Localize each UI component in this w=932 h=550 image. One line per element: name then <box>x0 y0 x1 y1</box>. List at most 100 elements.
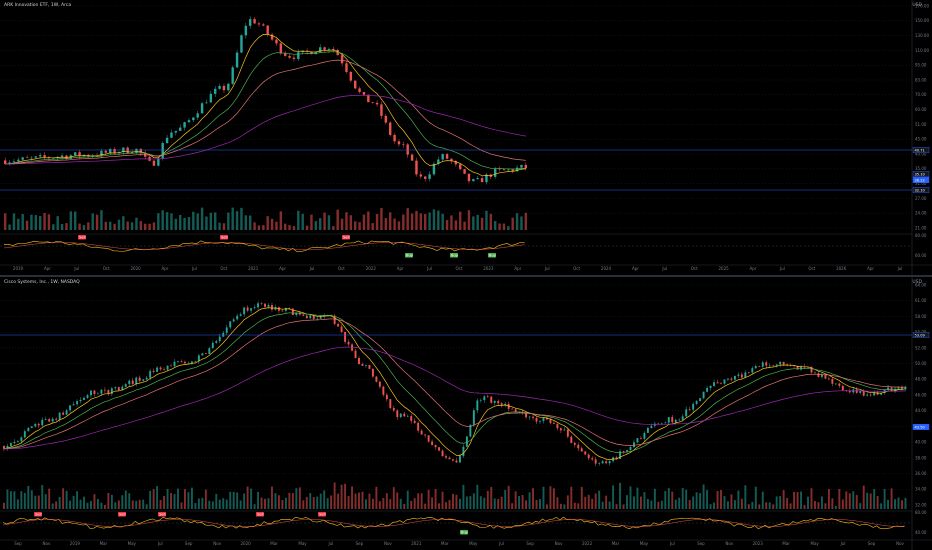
oscillator-line <box>3 240 525 253</box>
candle <box>438 447 441 451</box>
candle <box>184 361 186 364</box>
candle <box>39 155 42 157</box>
volume-bar <box>772 504 775 509</box>
oscillator-signal-line <box>3 242 525 250</box>
volume-bar <box>23 492 26 509</box>
volume-bar <box>566 495 569 509</box>
candle <box>9 443 12 446</box>
top-chart-pane[interactable]: 170.00 150.00 130.00 110.00 95.00 83.00 70.00 6… <box>0 0 932 275</box>
top-chart-canvas[interactable]: 170.00 150.00 130.00 110.00 95.00 83.00 70.00 6… <box>0 0 932 275</box>
candle <box>138 377 141 381</box>
volume-bar <box>48 488 51 509</box>
volume-bar <box>660 500 663 509</box>
candle <box>13 441 16 444</box>
candle <box>288 55 291 58</box>
volume-bar <box>55 501 58 509</box>
signal-tag <box>256 512 264 517</box>
volume-bar <box>873 489 876 509</box>
candle <box>559 428 562 431</box>
volume-bar <box>573 502 576 509</box>
volume-bar <box>90 501 92 509</box>
price-tick-label: 35.00 <box>915 166 927 171</box>
volume-bar <box>831 498 834 509</box>
volume-bar <box>104 221 108 230</box>
volume-bar <box>754 486 757 509</box>
candle <box>751 368 754 373</box>
signal-tag-label: Sell <box>35 512 42 516</box>
volume-bar <box>375 486 378 509</box>
candle <box>566 429 569 437</box>
candle <box>25 157 29 159</box>
candle <box>239 314 242 316</box>
volume-bar <box>695 492 698 509</box>
candle <box>716 382 719 384</box>
volume-bar <box>279 211 283 230</box>
bottom-chart-legend[interactable]: Cisco Systems, Inc., 1W, NASDAQ <box>4 280 80 285</box>
candle <box>761 362 764 367</box>
candle <box>121 386 124 391</box>
candle <box>93 390 96 394</box>
candle <box>758 366 761 367</box>
volume-bar <box>768 502 771 509</box>
candle <box>312 315 315 319</box>
volume-bar <box>789 503 792 509</box>
volume-bar <box>340 218 344 230</box>
candle <box>380 104 383 116</box>
bottom-chart-canvas[interactable]: 64.0061.0058.0055.0052.0050.0048.0046.00… <box>0 277 932 550</box>
candle <box>305 315 308 319</box>
price-tick-label: 130.00 <box>915 33 929 38</box>
candle <box>340 55 344 64</box>
price-tick-label: 44.00 <box>915 408 927 413</box>
candle <box>367 94 370 103</box>
candle <box>490 396 493 403</box>
candle <box>646 427 649 433</box>
time-tick-label: Nov <box>725 541 733 546</box>
candle <box>69 405 72 411</box>
volume-bar <box>312 497 315 509</box>
volume-bar <box>862 485 865 509</box>
volume-bar <box>375 213 379 230</box>
volume-bar <box>441 213 444 230</box>
pane-divider[interactable] <box>0 275 932 277</box>
candle <box>131 380 134 385</box>
candle <box>455 460 458 463</box>
volume-bar <box>194 503 197 509</box>
time-tick-label: 2025 <box>719 266 730 271</box>
candle <box>730 378 733 380</box>
price-tick-label: 27.00 <box>915 196 927 201</box>
volume-bar <box>385 493 388 509</box>
volume-bar <box>803 505 806 509</box>
volume-bar <box>37 495 40 509</box>
candle <box>754 366 757 369</box>
volume-bar <box>428 212 431 230</box>
volume-bar <box>58 496 61 509</box>
volume-bar <box>107 492 110 509</box>
candle <box>814 372 816 374</box>
volume-bar <box>431 497 434 509</box>
time-tick-label: Jul <box>426 266 432 271</box>
volume-bar <box>577 503 580 509</box>
volume-bar <box>305 225 309 230</box>
volume-bar <box>727 501 729 509</box>
volume-bar <box>852 491 855 509</box>
candle <box>204 353 207 355</box>
bottom-chart-pane[interactable]: 64.0061.0058.0055.0052.0050.0048.0046.00… <box>0 277 932 550</box>
volume-bar <box>262 225 265 230</box>
volume-bar <box>86 502 89 509</box>
volume-bar <box>723 496 726 509</box>
volume-bar <box>542 486 545 509</box>
candle <box>74 152 77 156</box>
volume-bar <box>786 497 789 509</box>
volume-bar <box>243 493 246 509</box>
volume-bar <box>897 497 900 509</box>
candle <box>577 444 580 449</box>
time-tick-label: Mar <box>612 541 620 546</box>
top-chart-legend[interactable]: ARK Innovation ETF, 1W, Arca <box>4 3 72 8</box>
volume-bar <box>834 505 837 509</box>
moving-average-line <box>3 312 906 453</box>
volume-bar <box>152 222 156 230</box>
time-tick-label: May <box>811 541 820 546</box>
candle <box>445 456 447 458</box>
volume-bar <box>507 226 510 230</box>
volume-bar <box>354 493 357 509</box>
